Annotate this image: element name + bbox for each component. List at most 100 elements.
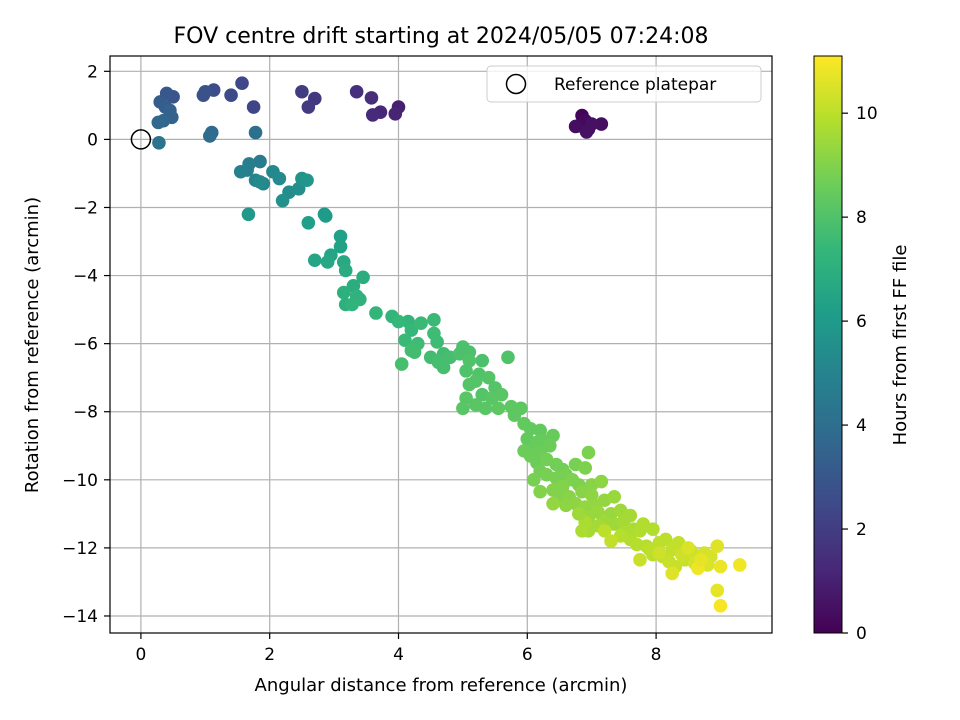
data-point [345, 297, 359, 312]
y-tick-label: −2 [73, 198, 98, 218]
data-point [575, 524, 589, 538]
data-point [291, 181, 306, 196]
data-point [594, 474, 609, 489]
y-tick-label: −8 [73, 403, 98, 423]
data-point [481, 370, 496, 385]
reference-platepar-marker [130, 129, 152, 150]
data-point [581, 445, 596, 460]
colorbar-gradient [813, 55, 843, 634]
data-point [546, 428, 560, 443]
colorbar-tick-label: 8 [856, 208, 867, 228]
data-point [459, 391, 473, 405]
colorbar-tick-label: 4 [856, 416, 867, 436]
colorbar-tick-label: 6 [856, 312, 867, 332]
data-point [430, 335, 444, 349]
data-point [713, 559, 728, 574]
data-point [543, 438, 557, 453]
data-point [398, 333, 412, 348]
colorbar-ticks: 0 2 4 6 8 10 [842, 104, 878, 644]
data-point [733, 558, 747, 572]
data-point [710, 583, 725, 598]
data-point [462, 377, 477, 392]
legend-label: Reference platepar [554, 75, 716, 95]
data-point [597, 524, 612, 538]
data-point [307, 253, 322, 268]
data-point [501, 350, 515, 365]
legend-marker-icon [505, 73, 527, 95]
data-point [301, 216, 316, 230]
data-point [658, 532, 673, 547]
data-point [301, 100, 316, 114]
data-point [241, 207, 256, 222]
data-point [407, 345, 422, 359]
y-tick-label: −4 [73, 267, 98, 287]
data-point [356, 270, 370, 285]
data-point [475, 353, 490, 368]
data-point [203, 129, 217, 143]
data-point [369, 306, 383, 320]
data-point [604, 534, 618, 548]
x-tick-label: 8 [651, 645, 662, 665]
x-tick-label: 4 [393, 645, 404, 665]
data-point [414, 316, 428, 331]
colorbar: 0 2 4 6 8 10 Hours from first FF file [813, 55, 911, 644]
data-point [394, 357, 409, 371]
data-point [478, 401, 493, 416]
data-point [559, 498, 573, 513]
data-point [507, 408, 522, 422]
data-point [713, 598, 728, 613]
data-point [152, 136, 166, 150]
data-point [633, 553, 647, 567]
data-point [652, 546, 667, 560]
y-tick-label: −10 [62, 471, 98, 491]
data-point [694, 553, 708, 567]
data-point [462, 353, 477, 368]
data-point [623, 508, 638, 523]
x-tick-label: 2 [264, 645, 275, 665]
y-gridlines [110, 70, 772, 617]
data-point [388, 107, 403, 121]
data-point [665, 566, 679, 581]
data-point [572, 507, 586, 521]
x-axis-ticks: 0 2 4 6 8 [135, 633, 661, 665]
data-point [646, 522, 660, 536]
colorbar-tick-label: 2 [856, 520, 867, 540]
y-axis-label: Rotation from reference (arcmin) [22, 197, 43, 493]
data-point [681, 541, 696, 555]
data-point [333, 229, 348, 244]
data-point [333, 239, 348, 254]
data-point [151, 115, 166, 130]
colorbar-tick-label: 10 [856, 104, 878, 124]
data-point [491, 401, 506, 416]
data-point [584, 488, 599, 502]
data-point [594, 117, 609, 131]
data-point [364, 91, 379, 105]
data-point [233, 164, 248, 179]
data-point [404, 323, 419, 337]
y-tick-label: −12 [62, 539, 98, 559]
y-axis-ticks: 2 0 −2 −4 −6 −8 −10 −12 −14 [62, 62, 110, 627]
data-point [533, 423, 547, 438]
data-point [320, 255, 335, 269]
data-point [235, 76, 249, 91]
data-point [300, 173, 314, 188]
y-tick-label: 0 [87, 130, 98, 150]
colorbar-label: Hours from first FF file [890, 245, 911, 446]
data-point [391, 314, 406, 329]
data-point [456, 401, 470, 416]
data-point [198, 84, 213, 99]
data-point [253, 154, 267, 169]
data-points [151, 76, 747, 613]
legend-box [486, 65, 762, 103]
y-tick-label: −6 [73, 335, 98, 355]
data-point [248, 125, 263, 140]
data-point [224, 88, 238, 102]
chart-title: FOV centre drift starting at 2024/05/05 … [174, 24, 709, 49]
data-point [546, 496, 560, 511]
data-point [272, 171, 287, 186]
y-tick-label: 2 [87, 62, 98, 82]
data-point [336, 285, 351, 300]
data-point [431, 355, 446, 370]
data-point [494, 387, 509, 402]
x-tick-label: 0 [135, 645, 146, 665]
